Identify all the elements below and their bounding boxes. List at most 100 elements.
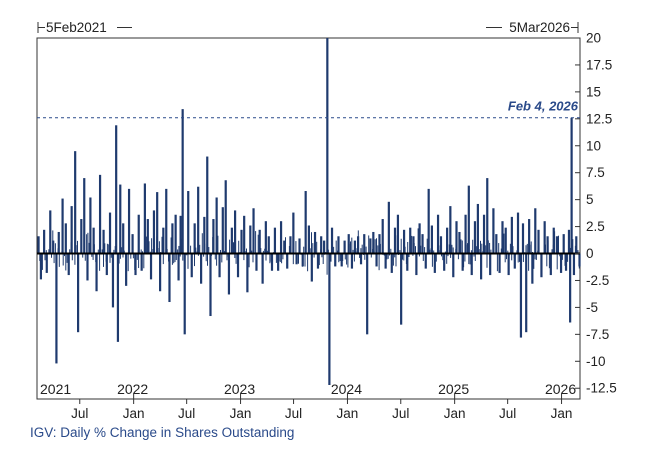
bar [240,229,243,254]
noise-bar [136,253,138,260]
noise-bar [387,253,389,259]
bar [243,215,246,254]
bar [464,214,467,254]
noise-bar [516,250,518,254]
noise-bar [311,232,312,254]
bar [381,219,384,254]
noise-bar [251,250,253,254]
noise-bar [533,253,535,269]
noise-bar [441,253,442,257]
bar [37,236,40,254]
noise-bar [248,253,250,268]
noise-bar [221,253,223,263]
noise-bar [326,253,328,275]
bar [347,234,350,254]
noise-bar [265,253,267,261]
y-tick-label: -7.5 [586,327,609,342]
noise-bar [44,253,46,261]
noise-bar [330,253,332,262]
noise-bar [506,253,507,260]
bar [181,109,184,254]
noise-bar [490,249,492,254]
y-tick-label: 10 [586,138,601,153]
bar [424,253,427,269]
noise-bar [481,243,483,254]
bar [203,216,206,254]
noise-bar [132,253,134,259]
noise-bar [411,235,413,254]
noise-bar [106,243,108,254]
noise-bar [424,247,426,254]
bar [92,227,95,254]
noise-bar [365,246,367,254]
bar [519,253,523,338]
noise-bar [339,253,341,262]
noise-bar [399,250,401,254]
bar [543,221,546,254]
noise-bar [507,250,509,254]
noise-bar [53,253,55,264]
bar [534,208,537,254]
noise-bar [346,253,348,265]
noise-bar [359,253,361,258]
bar [546,236,549,254]
bar [61,198,64,254]
noise-bar [69,249,71,254]
y-tick-label: 0 [586,246,594,261]
bar [418,223,421,254]
noise-bar [148,241,150,254]
noise-bar [548,253,550,269]
bar [334,253,337,267]
bar [67,253,70,276]
reference-line-label: Feb 4, 2026 [508,99,579,114]
x-axis: 2021 2022 2023 2024 2025 2026 Jul Jan Jul Jan Jul J… [40,381,576,421]
noise-bar [519,253,520,262]
bar [261,253,264,284]
noise-bar [321,253,323,258]
noise-bar [307,253,309,272]
range-start-text: 5Feb2021 [46,20,107,35]
noise-bar [395,253,397,267]
noise-bar [151,238,153,254]
noise-bar [110,253,112,258]
bar [482,214,486,254]
bar [270,253,274,271]
noise-bar [92,253,94,260]
bar [473,221,477,254]
noise-bar [559,253,561,257]
noise-bar [233,242,234,254]
bar [258,229,261,254]
noise-bar [450,253,452,258]
bar [209,253,212,317]
y-tick-label: 5 [586,192,594,207]
bar [402,229,406,254]
bar [498,253,501,273]
noise-bar [412,253,414,256]
bar [540,253,543,278]
bar [137,214,140,254]
noise-bar [255,231,257,254]
noise-bar [45,250,47,254]
bar [108,212,112,254]
bar [372,231,375,254]
bar [375,253,378,267]
noise-bar [451,244,453,254]
bar [492,208,495,254]
noise-bar [480,240,481,254]
bar [537,229,540,254]
range-end-text: 5Mar2026 [509,20,570,35]
bar [193,223,196,254]
noise-bar [88,242,90,254]
noise-bar [569,247,571,254]
noise-bar [485,245,487,254]
noise-bar [500,248,502,254]
noise-bar [279,253,281,262]
noise-bar [143,253,145,269]
bar [521,223,525,254]
bar [555,236,559,254]
noise-bar [361,244,363,254]
bar [127,188,131,254]
bar [289,236,292,254]
noise-bar [309,248,311,254]
bar [177,253,180,281]
